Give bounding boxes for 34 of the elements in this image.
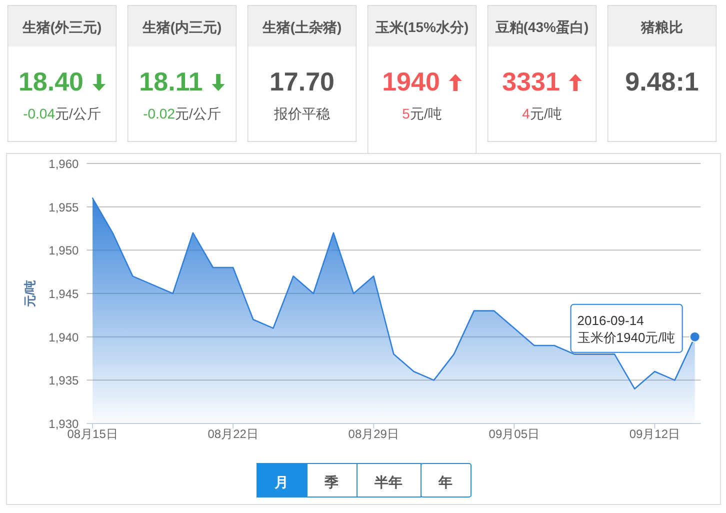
y-tick-label: 1,960 xyxy=(48,157,79,171)
x-tick-label: 09月12日 xyxy=(629,427,680,441)
card-change: 报价平稳 xyxy=(274,106,330,122)
y-tick-label: 1,945 xyxy=(48,287,79,301)
card-change: -0.02元/公斤 xyxy=(143,106,221,122)
y-tick-label: 1,950 xyxy=(48,244,79,258)
y-tick-label: 1,935 xyxy=(48,374,79,388)
y-axis-title: 元/吨 xyxy=(23,280,37,308)
x-tick-label: 09月05日 xyxy=(488,427,540,441)
card-title: 猪粮比 xyxy=(641,19,683,35)
card-title: 生猪(土杂猪) xyxy=(262,19,342,35)
card-value: 3331 xyxy=(502,66,560,96)
card-value: 9.48:1 xyxy=(625,66,699,96)
tooltip-text: 2016-09-14 xyxy=(577,312,644,328)
y-tick-label: 1,955 xyxy=(48,200,79,214)
card-change: -0.04元/公斤 xyxy=(23,106,101,122)
card-change: 5元/吨 xyxy=(402,106,442,122)
tooltip-text: 玉米价1940元/吨 xyxy=(577,330,675,345)
card-title: 玉米(15%水分) xyxy=(375,19,469,35)
card-value: 17.70 xyxy=(269,66,335,96)
card-title: 生猪(外三元) xyxy=(22,19,102,35)
x-tick-label: 08月29日 xyxy=(348,427,399,441)
card-value: 1940 xyxy=(382,66,440,96)
card-value: 18.11 xyxy=(139,66,203,96)
y-tick-label: 1,940 xyxy=(48,330,79,344)
button-label: 月 xyxy=(274,474,288,490)
button-label: 年 xyxy=(438,474,452,490)
button-label: 季 xyxy=(324,474,338,490)
x-tick-label: 08月22日 xyxy=(208,427,258,441)
card-title: 豆粕(43%蛋白) xyxy=(495,19,589,35)
card-change: 4元/吨 xyxy=(522,106,562,122)
card-title: 生猪(内三元) xyxy=(142,19,222,35)
card-value: 18.40 xyxy=(18,66,84,96)
button-label: 半年 xyxy=(374,474,402,490)
